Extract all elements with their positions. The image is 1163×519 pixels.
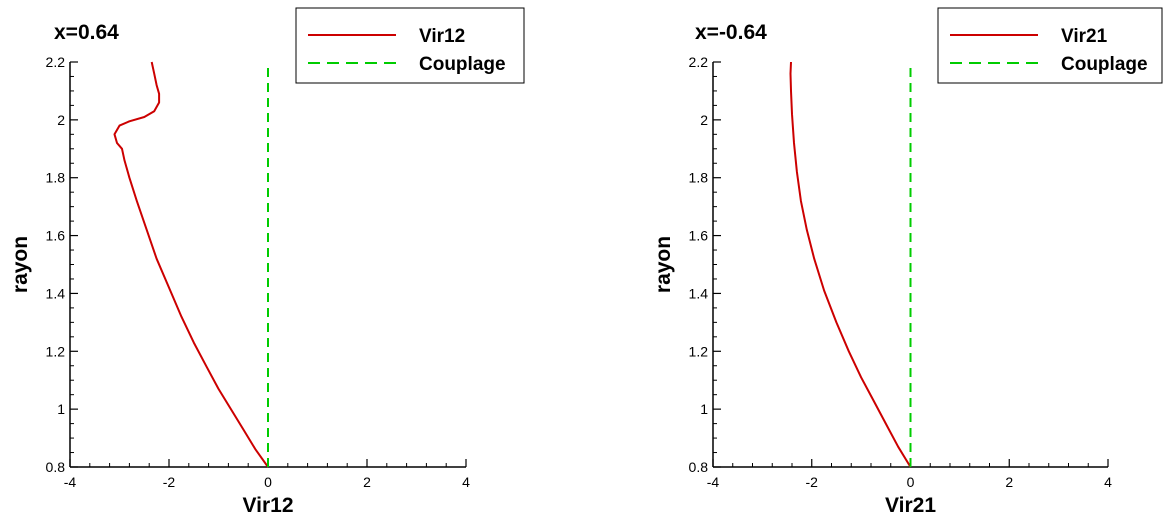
x-tick-label: -4: [707, 474, 720, 490]
legend-label: Couplage: [419, 54, 506, 75]
x-axis-label: Vir21: [885, 494, 936, 517]
legend: Vir12 Couplage: [295, 7, 525, 84]
y-tick-label: 1.6: [689, 228, 709, 244]
chart-title: x=-0.64: [695, 21, 767, 44]
chart-2: x=-0.64 0.8 1 1.2 1.4 1.6 1.8 2 2.2 -4 -2 0 2 4 Vir21 r…: [652, 7, 1163, 517]
legend: Vir21 Couplage: [937, 7, 1163, 84]
y-tick-label: 0.8: [689, 459, 709, 475]
legend-label: Couplage: [1061, 54, 1148, 75]
y-tick-label: 1.6: [46, 228, 66, 244]
x-tick-label: 2: [1005, 474, 1013, 490]
x-tick-label: -4: [64, 474, 77, 490]
series-line-vir12: [113, 61, 269, 468]
y-tick-label: 1: [57, 401, 65, 417]
y-tick-label: 1.4: [46, 285, 66, 301]
series-line-vir21: [789, 61, 912, 468]
y-tick-label: 2: [57, 112, 65, 128]
y-tick-label: 2.2: [689, 54, 709, 70]
y-tick-label: 1.8: [689, 170, 709, 186]
legend-label: Vir21: [1061, 26, 1108, 47]
y-tick-label: 0.8: [46, 459, 66, 475]
x-tick-label: 0: [264, 474, 272, 490]
x-axis-label: Vir12: [243, 494, 294, 517]
y-tick-label: 2: [700, 112, 708, 128]
chart-1: x=0.64 0.8 1 1.2 1.4 1.6 1.8 2 2.2 -4 -2 0 2 4 Vir12 ra…: [9, 7, 525, 517]
chart-title: x=0.64: [54, 21, 119, 44]
y-tick-label: 1: [700, 401, 708, 417]
y-tick-label: 1.2: [689, 343, 709, 359]
x-tick-label: 2: [363, 474, 371, 490]
legend-label: Vir12: [419, 26, 465, 47]
y-tick-label: 1.4: [689, 285, 709, 301]
y-axis-label: rayon: [652, 236, 675, 293]
x-tick-label: -2: [163, 474, 176, 490]
x-tick-label: 0: [907, 474, 915, 490]
legend-box: [937, 7, 1163, 84]
x-tick-label: -2: [806, 474, 819, 490]
x-tick-label: 4: [1104, 474, 1112, 490]
legend-box: [295, 7, 525, 84]
y-axis-label: rayon: [9, 236, 32, 293]
x-tick-label: 4: [462, 474, 470, 490]
y-tick-label: 1.2: [46, 343, 66, 359]
y-tick-label: 2.2: [46, 54, 66, 70]
y-tick-label: 1.8: [46, 170, 66, 186]
